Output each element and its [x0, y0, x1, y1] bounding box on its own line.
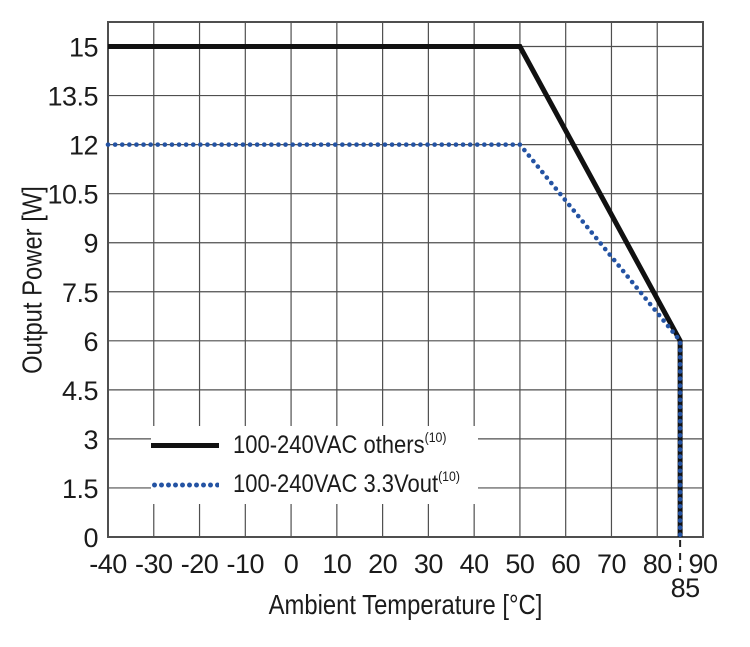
y-tick-label: 13.5 [47, 82, 98, 112]
x-tick-label: 90 [688, 549, 717, 579]
y-tick-label: 15 [69, 33, 98, 63]
legend: 100-240VAC others(10) 100-240VAC 3.3Vout… [151, 426, 478, 504]
x-tick-label: -40 [89, 549, 127, 579]
legend-item-3v3: 100-240VAC 3.3Vout(10) [151, 465, 478, 504]
x-tick-label: 60 [551, 549, 580, 579]
x-tick-label: 40 [460, 549, 489, 579]
x-tick-label: 50 [505, 549, 534, 579]
y-tick-label: 12 [69, 131, 98, 161]
plot-frame [107, 21, 704, 538]
y-axis-title: Output Power [W] [16, 186, 48, 374]
legend-item-others: 100-240VAC others(10) [151, 426, 478, 465]
solid-line-swatch [151, 443, 219, 448]
legend-footnote: (10) [424, 428, 447, 445]
legend-text: 100-240VAC others [233, 431, 425, 459]
y-tick-label: 10.5 [47, 180, 98, 210]
x-tick-label: -10 [227, 549, 265, 579]
x-tick-label: -30 [135, 549, 173, 579]
x-axis-title: Ambient Temperature [°C] [268, 589, 543, 620]
x-marker-label: 85 [671, 573, 700, 603]
x-tick-label: 20 [368, 549, 397, 579]
x-tick-label: -20 [181, 549, 219, 579]
x-tick-label: 0 [284, 549, 299, 579]
y-tick-label: 7.5 [62, 278, 98, 308]
legend-footnote: (10) [438, 467, 460, 484]
x-tick-label: 30 [414, 549, 443, 579]
x-tick-label: 70 [597, 549, 626, 579]
legend-label-others: 100-240VAC others(10) [233, 428, 447, 460]
legend-label-3v3: 100-240VAC 3.3Vout(10) [233, 467, 460, 499]
dotted-line-swatch [151, 481, 219, 488]
series-line-3v3 [105, 142, 683, 540]
y-tick-label: 1.5 [62, 474, 98, 504]
x-tick-label: 80 [643, 549, 672, 579]
y-tick-label: 9 [83, 229, 98, 259]
y-tick-label: 3 [83, 425, 98, 455]
series-line-others [108, 44, 683, 537]
legend-text: 100-240VAC 3.3Vout [233, 470, 439, 498]
x-tick-label: 10 [322, 549, 351, 579]
y-tick-label: 6 [83, 327, 98, 357]
y-tick-label: 0 [83, 523, 98, 553]
y-tick-label: 4.5 [62, 376, 98, 406]
